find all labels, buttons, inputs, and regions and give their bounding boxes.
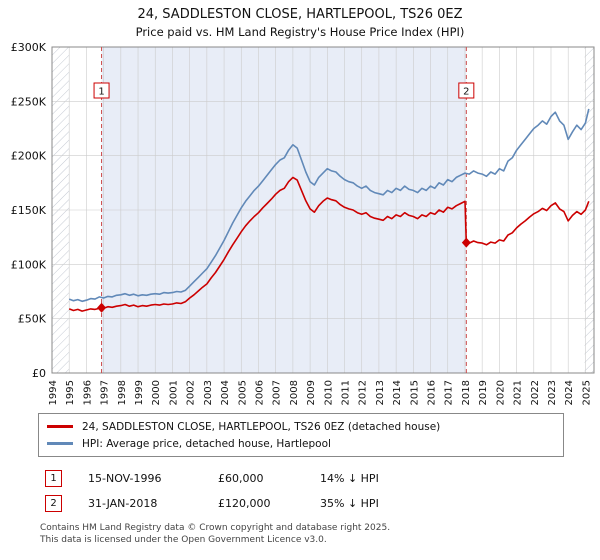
series-line-hpi (68, 108, 590, 303)
x-axis-tick-label: 2012 (358, 380, 369, 405)
transaction-number-badge: 2 (45, 495, 62, 512)
property-line-swatch (47, 425, 73, 428)
x-axis-tick-label: 2003 (203, 380, 214, 405)
transaction-row: 1 15-NOV-1996 £60,000 14% ↓ HPI (45, 466, 600, 491)
x-axis-tick-label: 1996 (82, 380, 93, 405)
transaction-price: £60,000 (218, 472, 264, 485)
x-axis-tick-label: 1999 (134, 380, 145, 405)
x-axis-tick-label: 2000 (151, 380, 162, 405)
x-axis-tick-label: 2023 (547, 380, 558, 405)
transaction-hpi-delta: 14% ↓ HPI (320, 472, 379, 485)
transaction-price: £120,000 (218, 497, 271, 510)
sale-badge-label: 2 (463, 87, 469, 98)
x-axis-tick-label: 2006 (254, 380, 265, 405)
sale-badge-2 (458, 82, 475, 99)
sale-badge-1 (93, 82, 110, 99)
legend-item-property: 24, SADDLESTON CLOSE, HARTLEPOOL, TS26 0… (47, 418, 555, 435)
legend-item-property-label: 24, SADDLESTON CLOSE, HARTLEPOOL, TS26 0… (82, 420, 441, 433)
x-axis-tick-label: 1995 (65, 380, 76, 405)
x-axis-tick-label: 2022 (530, 380, 541, 405)
x-axis-tick-label: 2024 (564, 380, 575, 405)
x-axis-tick-label: 2013 (375, 380, 386, 405)
transactions-table: 1 15-NOV-1996 £60,000 14% ↓ HPI 2 31-JAN… (0, 466, 600, 516)
sale-marker-1 (97, 302, 107, 313)
x-axis-tick-label: 2009 (306, 380, 317, 405)
y-axis-tick-label: £200K (11, 150, 47, 163)
y-axis-tick-label: £0 (32, 367, 46, 380)
x-axis-tick-label: 2025 (581, 380, 592, 405)
y-axis-tick-label: £50K (18, 313, 47, 326)
transaction-hpi-delta: 35% ↓ HPI (320, 497, 379, 510)
x-axis-tick-label: 1997 (100, 380, 111, 405)
footer-line1: Contains HM Land Registry data © Crown c… (40, 523, 391, 533)
x-axis-tick-label: 2002 (186, 380, 197, 405)
page-subtitle: Price paid vs. HM Land Registry's House … (135, 25, 465, 39)
sale-marker-2 (461, 237, 471, 248)
plot-border (51, 46, 595, 374)
transaction-date: 31-JAN-2018 (88, 497, 158, 510)
x-axis-tick-label: 2014 (392, 380, 403, 405)
legend-item-hpi: HPI: Average price, detached house, Hart… (47, 435, 555, 452)
x-axis-tick-label: 2019 (478, 380, 489, 405)
x-axis-tick-label: 2001 (168, 380, 179, 405)
page-title: 24, SADDLESTON CLOSE, HARTLEPOOL, TS26 0… (137, 7, 463, 22)
series-line-property (68, 176, 590, 312)
x-axis-tick-label: 2011 (341, 380, 352, 405)
x-axis-tick-label: 2018 (461, 380, 472, 405)
license-footer: Contains HM Land Registry data © Crown c… (0, 523, 600, 546)
x-axis-tick-label: 1994 (48, 380, 59, 405)
x-axis-tick-label: 2015 (409, 380, 420, 405)
x-axis-tick-label: 2010 (323, 380, 334, 405)
transaction-date: 15-NOV-1996 (88, 472, 162, 485)
footer-line2: This data is licensed under the Open Gov… (40, 534, 327, 545)
x-axis-tick-label: 2021 (513, 380, 524, 405)
y-axis-tick-label: £150K (11, 204, 47, 217)
legend-item-hpi-label: HPI: Average price, detached house, Hart… (82, 437, 331, 450)
transaction-row: 2 31-JAN-2018 £120,000 35% ↓ HPI (45, 491, 600, 516)
x-axis-tick-label: 2004 (220, 380, 231, 405)
chart-legend: 24, SADDLESTON CLOSE, HARTLEPOOL, TS26 0… (38, 413, 564, 457)
y-axis-tick-label: £250K (11, 95, 47, 108)
x-axis-tick-label: 1998 (117, 380, 128, 405)
y-axis-tick-label: £100K (11, 258, 47, 271)
y-axis-tick-label: £300K (11, 41, 47, 54)
hpi-line-swatch (47, 442, 73, 445)
price-chart: £0 £50K £100K £150K £200K £250K £300K 1994 1995 1… (11, 41, 595, 405)
x-axis-tick-label: 2007 (272, 380, 283, 405)
sale-badge-label: 1 (98, 87, 104, 98)
x-axis-tick-label: 2008 (289, 380, 300, 405)
transaction-number-badge: 1 (45, 470, 62, 487)
x-axis-tick-label: 2005 (237, 380, 248, 405)
x-axis-tick-label: 2016 (427, 380, 438, 405)
x-axis-tick-label: 2017 (444, 380, 455, 405)
x-axis-tick-label: 2020 (495, 380, 506, 405)
